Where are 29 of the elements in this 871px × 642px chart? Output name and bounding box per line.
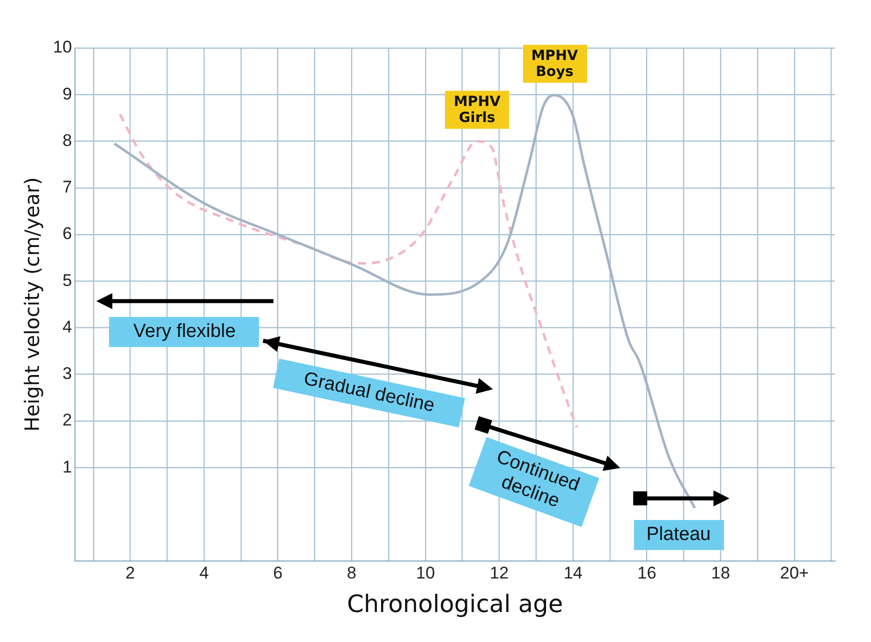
x-tick-label: 12 xyxy=(490,564,509,583)
annotation: Very flexible xyxy=(109,317,260,348)
x-tick-label: 6 xyxy=(273,564,283,583)
annotation: MPHV Girls xyxy=(445,91,510,130)
x-tick-label: 10 xyxy=(416,564,435,583)
y-axis-title: Height velocity (cm/year) xyxy=(20,177,44,432)
x-tick-label: 14 xyxy=(564,564,582,583)
x-axis-title: Chronological age xyxy=(346,590,563,618)
y-tick-label: 7 xyxy=(62,178,72,197)
line-series xyxy=(113,94,696,510)
y-tick-label: 4 xyxy=(62,317,72,336)
x-tick-label: 18 xyxy=(711,564,730,583)
annotation: Gradual decline xyxy=(272,358,466,427)
x-tick-label: 16 xyxy=(637,564,656,583)
y-tick-label: 1 xyxy=(62,457,72,476)
x-tick-label: 2 xyxy=(126,564,135,583)
y-tick-label: 2 xyxy=(62,410,72,430)
annotation: Plateau xyxy=(634,520,724,550)
y-tick-label: 8 xyxy=(62,130,72,150)
y-tick-label: 3 xyxy=(62,364,72,384)
y-tick-label: 9 xyxy=(62,84,72,104)
annotation: MPHV Boys xyxy=(522,44,587,83)
x-tick-label: 8 xyxy=(346,564,356,583)
y-tick-label: 5 xyxy=(62,270,72,290)
x-tick-label: 20+ xyxy=(780,564,809,583)
x-tick-label: 4 xyxy=(199,564,209,583)
y-tick-label: 10 xyxy=(52,38,72,57)
y-tick-label: 6 xyxy=(62,224,72,244)
line-series xyxy=(118,112,578,429)
